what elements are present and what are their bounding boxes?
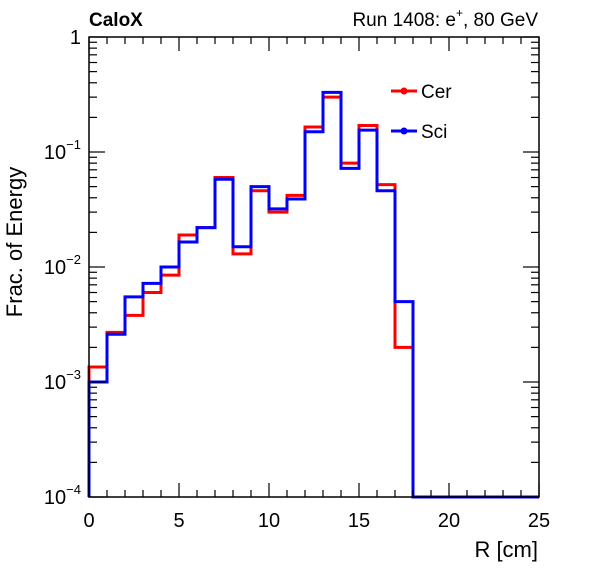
chart-title-right: Run 1408: e+, 80 GeV — [352, 6, 538, 31]
x-tick-label: 0 — [83, 510, 94, 532]
y-tick-label: 10−4 — [44, 482, 81, 509]
y-tick-label-base: 10 — [44, 372, 66, 394]
legend-label-sci: Sci — [421, 122, 447, 143]
y-tick-label: 1 — [70, 27, 81, 49]
series-layer — [87, 90, 539, 499]
y-tick-label-exponent: −2 — [66, 252, 81, 267]
legend: Cer Sci — [391, 82, 452, 143]
y-tick-label: 10−2 — [44, 252, 81, 279]
y-tick-label: 10−1 — [44, 137, 81, 164]
y-tick-label-base: 10 — [44, 487, 66, 509]
y-tick-label-exponent: −4 — [66, 482, 81, 497]
y-tick-label-exponent: −3 — [66, 367, 81, 382]
y-tick-label-exponent: −1 — [66, 137, 81, 152]
x-tick-label: 5 — [173, 510, 184, 532]
y-tick-label-base: 10 — [44, 142, 66, 164]
series-sci-line — [87, 90, 539, 499]
x-tick-label: 15 — [348, 510, 370, 532]
y-tick-label: 10−3 — [44, 367, 81, 394]
y-axis-title: Frac. of Energy — [2, 167, 27, 317]
y-axis-ticks: 110−110−210−310−4 — [44, 27, 539, 509]
chart-title-left: CaloX — [89, 10, 143, 31]
legend-marker-cer — [400, 87, 408, 95]
chart-title-right-tail: , 80 GeV — [463, 10, 538, 31]
x-tick-label: 20 — [438, 510, 460, 532]
chart-title-right-sup: + — [456, 6, 463, 20]
x-axis-title: R [cm] — [474, 537, 538, 562]
x-axis-ticks: 0 5 10 15 20 25 — [83, 37, 550, 532]
legend-marker-sci — [400, 127, 408, 135]
legend-label-cer: Cer — [421, 82, 452, 103]
x-tick-label: 25 — [528, 510, 550, 532]
chart-title-right-main: Run 1408: e — [352, 10, 456, 31]
x-tick-label: 10 — [258, 510, 280, 532]
y-tick-label-base: 10 — [44, 257, 66, 279]
